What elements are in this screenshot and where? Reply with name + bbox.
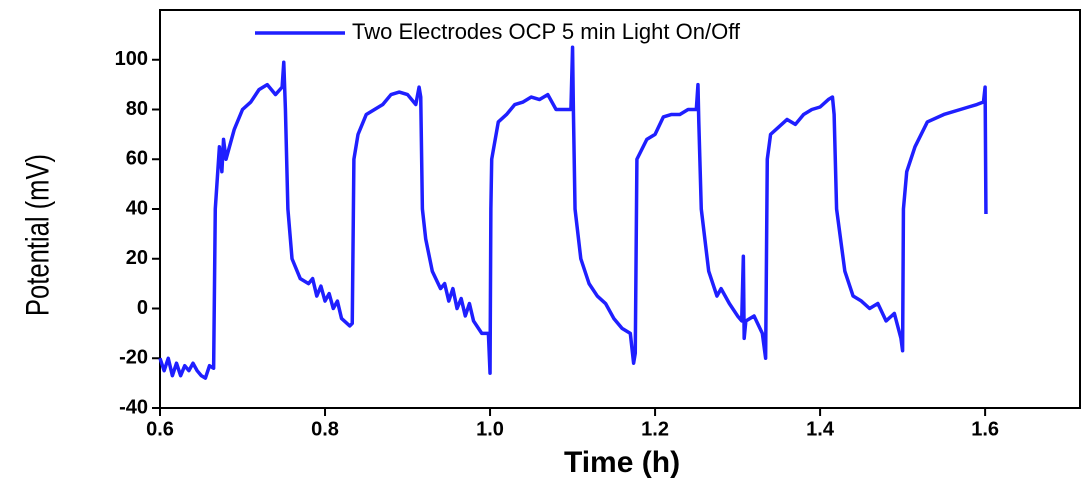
y-tick-label: 80 xyxy=(126,98,148,120)
y-tick-label: 60 xyxy=(126,148,148,170)
x-tick-label: 1.6 xyxy=(971,418,999,440)
x-axis-title: Time (h) xyxy=(564,446,680,479)
y-tick-label: -20 xyxy=(119,347,148,369)
y-axis-title: Potential (mV) xyxy=(21,154,56,316)
y-tick-label: -40 xyxy=(119,396,148,418)
y-tick-label: 40 xyxy=(126,197,148,219)
y-tick-label: 100 xyxy=(115,48,148,70)
x-tick-label: 1.0 xyxy=(476,418,504,440)
x-tick-label: 1.4 xyxy=(806,418,835,440)
data-line xyxy=(158,45,988,380)
legend-label: Two Electrodes OCP 5 min Light On/Off xyxy=(352,19,741,44)
y-tick-label: 0 xyxy=(137,297,148,319)
x-tick-label: 0.8 xyxy=(311,418,339,440)
x-tick-label: 0.6 xyxy=(146,418,174,440)
plot-frame xyxy=(159,9,1081,409)
y-tick-label: 20 xyxy=(126,247,148,269)
x-tick-label: 1.2 xyxy=(641,418,669,440)
